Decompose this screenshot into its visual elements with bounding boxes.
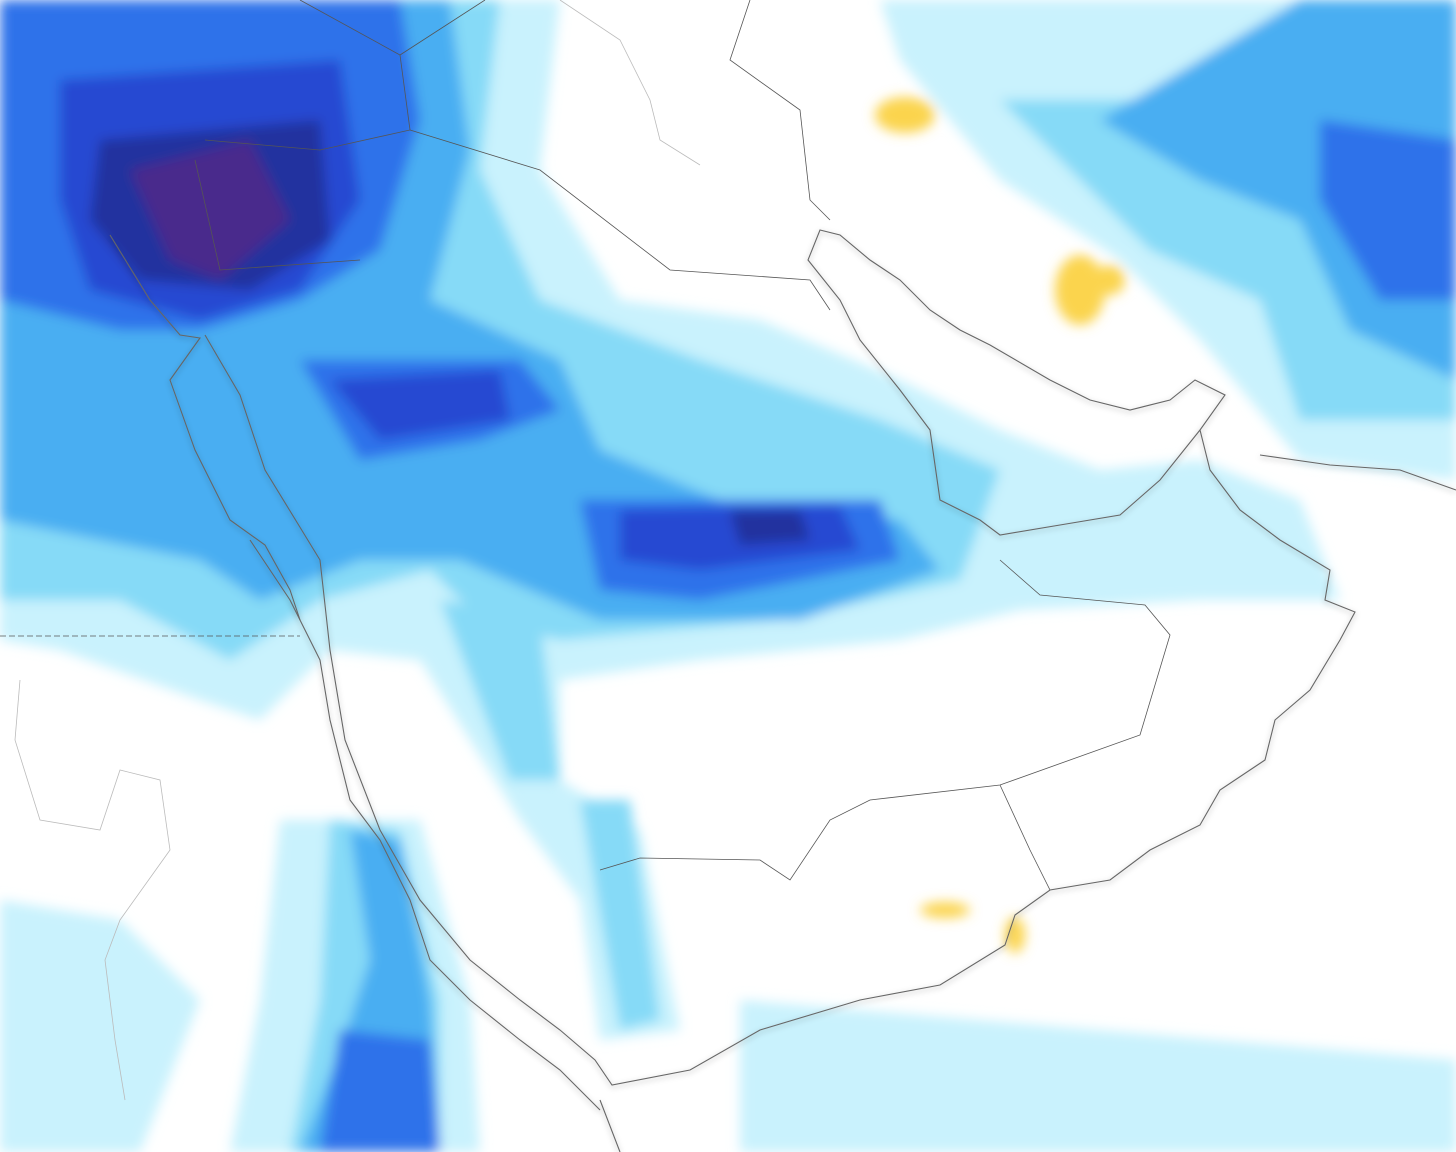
country-borders <box>0 0 1171 891</box>
precip-area-level-4 <box>1320 120 1456 300</box>
rivers <box>14 0 701 1101</box>
precip-area-level-5 <box>330 370 510 440</box>
precip-area-level-1 <box>740 1000 1456 1152</box>
coastline <box>109 229 1456 1152</box>
precip-area-level-3 <box>1100 0 1456 380</box>
mixed-precip-area <box>1005 917 1025 953</box>
mixed-precip-area <box>920 902 970 918</box>
mixed-precip-area <box>1095 265 1125 295</box>
precip-area-level-6 <box>730 510 810 545</box>
precip-area-level-7 <box>130 140 290 280</box>
precip-area-level-1 <box>0 900 200 1152</box>
precip-area-level-4 <box>320 1030 440 1152</box>
precip-area-level-2 <box>440 600 560 780</box>
mixed-precip-area <box>1055 255 1105 325</box>
precip-area-level-2 <box>580 800 660 1030</box>
mixed-precip-area <box>875 97 935 133</box>
